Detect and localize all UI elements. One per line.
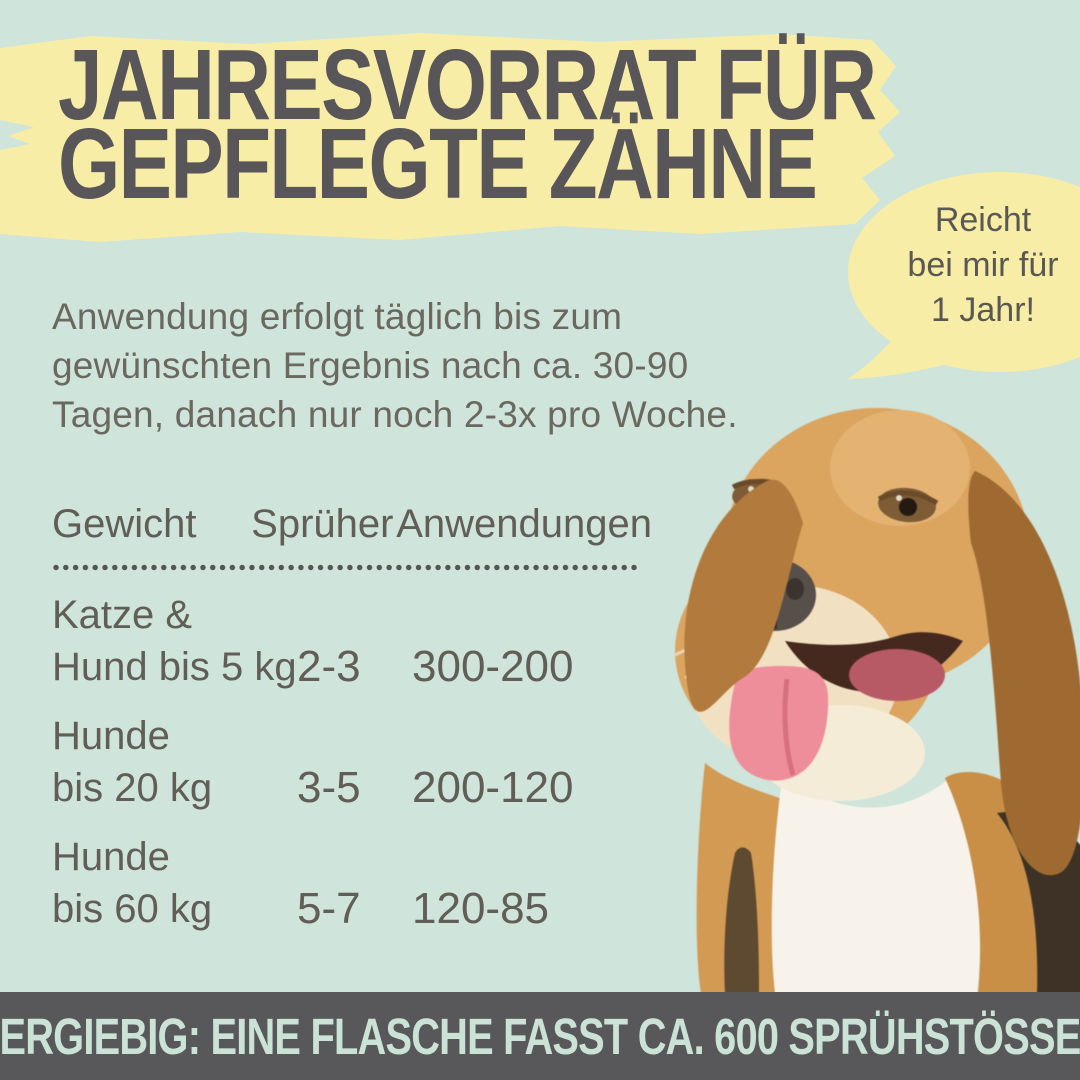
bottom-banner: ERGIEBIG: EINE FLASCHE FASST CA. 600 SPR… bbox=[0, 992, 1080, 1080]
weight-label: Katze & Hund bis 5 kg bbox=[52, 589, 297, 693]
headline-line1: JAHRESVORRAT FÜR bbox=[58, 29, 877, 141]
weight-label-line: Hunde bbox=[52, 714, 170, 758]
bubble-line: 1 Jahr! bbox=[931, 291, 1035, 329]
speech-bubble-tail bbox=[848, 336, 954, 379]
beagle-dog-photo bbox=[674, 408, 1080, 993]
weight-label-line: bis 20 kg bbox=[52, 766, 213, 810]
weight-label-line: Hunde bbox=[52, 835, 170, 879]
bubble-line: Reicht bbox=[934, 201, 1032, 239]
dosage-table: Gewicht Sprüher Anwendungen Katze & Hund… bbox=[52, 502, 652, 935]
anwendungen-value: 200-120 bbox=[412, 763, 574, 812]
table-row: Hunde bis 20 kg 3-5 200-120 bbox=[52, 710, 652, 814]
sprueher-value: 2-3 bbox=[297, 642, 361, 691]
anwendungen-value: 300-200 bbox=[412, 642, 574, 691]
table-header-gewicht: Gewicht bbox=[52, 502, 197, 546]
headline: JAHRESVORRAT FÜR GEPFLEGTE ZÄHNE bbox=[58, 29, 877, 220]
weight-label-line: bis 60 kg bbox=[52, 887, 213, 931]
weight-label: Hunde bis 60 kg bbox=[52, 831, 297, 935]
table-header-row: Gewicht Sprüher Anwendungen bbox=[52, 502, 652, 547]
intro-line: Anwendung erfolgt täglich bis zum bbox=[52, 296, 623, 337]
intro-line: Tagen, danach nur noch 2-3x pro Woche. bbox=[52, 394, 738, 435]
highlight-brush-shape bbox=[0, 33, 900, 242]
sprueher-value: 3-5 bbox=[297, 763, 361, 812]
speech-bubble: Reicht bei mir für 1 Jahr! bbox=[892, 198, 1074, 333]
intro-text: Anwendung erfolgt täglich bis zum gewüns… bbox=[52, 292, 752, 439]
speech-bubble-shape bbox=[848, 172, 1080, 379]
weight-label-line: Hund bis 5 kg bbox=[52, 645, 297, 689]
weight-label-line: Katze & bbox=[52, 593, 193, 637]
table-row: Hunde bis 60 kg 5-7 120-85 bbox=[52, 831, 652, 935]
anwendungen-value: 120-85 bbox=[412, 884, 550, 933]
headline-line2: GEPFLEGTE ZÄHNE bbox=[58, 108, 818, 220]
dotted-divider bbox=[52, 563, 640, 572]
weight-label: Hunde bis 20 kg bbox=[52, 710, 297, 814]
sprueher-value: 5-7 bbox=[297, 884, 361, 933]
table-row: Katze & Hund bis 5 kg 2-3 300-200 bbox=[52, 589, 652, 693]
banner-text: ERGIEBIG: EINE FLASCHE FASST CA. 600 SPR… bbox=[0, 1007, 1080, 1065]
table-header-anwendungen: Anwendungen bbox=[396, 502, 652, 546]
intro-line: gewünschten Ergebnis nach ca. 30-90 bbox=[52, 345, 689, 386]
table-header-sprueher: Sprüher bbox=[251, 502, 394, 546]
bubble-line: bei mir für bbox=[907, 246, 1059, 284]
